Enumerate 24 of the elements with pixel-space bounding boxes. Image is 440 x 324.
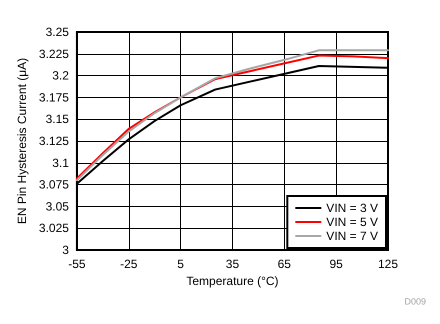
y-tick-label: 3.225 xyxy=(38,46,70,61)
x-tick-label: 125 xyxy=(378,257,398,271)
y-tick-label: 3.05 xyxy=(46,199,70,214)
y-tick-label: 3.2 xyxy=(52,68,70,83)
y-tick-label: 3 xyxy=(62,243,70,257)
x-tick-label: 35 xyxy=(226,257,240,271)
x-tick-label: -55 xyxy=(68,257,86,271)
x-tick-label: 65 xyxy=(278,257,292,271)
y-tick-label: 3.175 xyxy=(38,90,70,104)
y-tick-label: 3.25 xyxy=(46,25,70,39)
y-tick-label: 3.125 xyxy=(38,134,70,148)
x-tick-label: 95 xyxy=(329,257,344,271)
y-tick-label: 3.15 xyxy=(46,112,70,126)
text: D009 xyxy=(404,296,426,306)
legend-label: VIN = 7 V xyxy=(326,229,378,243)
y-tick-label: 3.1 xyxy=(52,156,70,170)
y-tick-label: 3.075 xyxy=(38,178,70,192)
legend-label: VIN = 5 V xyxy=(326,215,378,229)
y-tick-label: 3.025 xyxy=(38,221,70,236)
x-axis-title: Temperature (°C) xyxy=(186,274,279,288)
x-tick-label: -25 xyxy=(120,257,138,271)
legend-label: VIN = 3 V xyxy=(326,201,378,215)
x-tick-label: 5 xyxy=(177,257,184,271)
y-axis-title: EN Pin Hysteresis Current (μA) xyxy=(15,58,29,224)
